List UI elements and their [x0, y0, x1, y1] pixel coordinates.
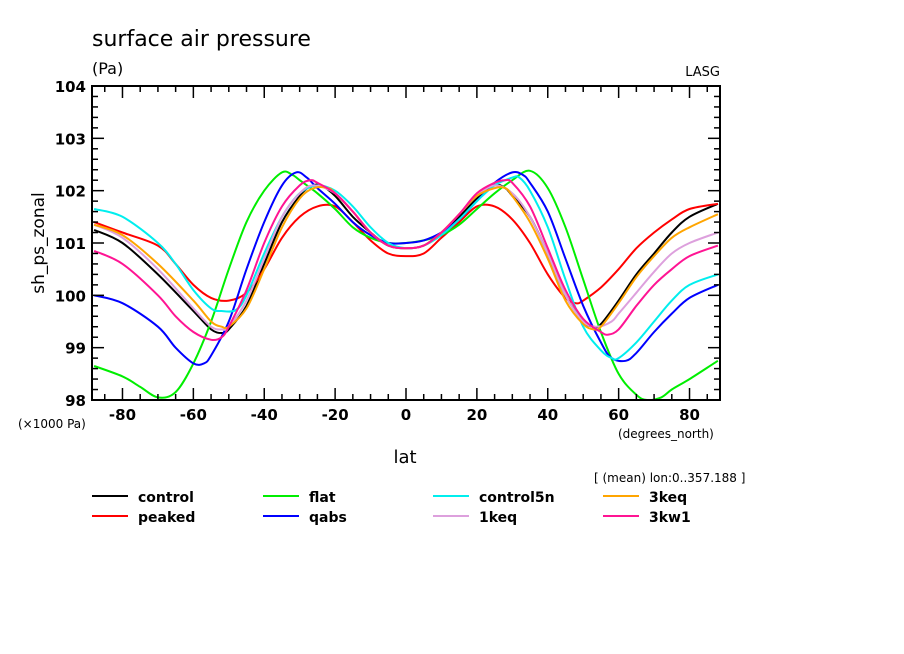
- chart-title: surface air pressure: [92, 27, 311, 52]
- legend-label-3keq: 3keq: [649, 490, 687, 506]
- x-tick-label: -80: [109, 406, 136, 424]
- series-line-3kw1: [93, 178, 719, 342]
- x-tick-label: -20: [322, 406, 349, 424]
- y-tick-label: 104: [55, 78, 86, 96]
- series-group: [93, 169, 719, 400]
- subset-note: [ (mean) lon:0..357.188 ]: [594, 471, 745, 485]
- x-tick-label: 60: [608, 406, 629, 424]
- legend-label-control: control: [138, 490, 194, 506]
- source-label: LASG: [685, 65, 720, 80]
- y-scale-note: (×1000 Pa): [18, 417, 86, 431]
- y-tick-label: 103: [55, 130, 86, 148]
- legend-label-flat: flat: [309, 490, 336, 506]
- x-tick-label: -40: [251, 406, 278, 424]
- legend-label-1keq: 1keq: [479, 510, 517, 526]
- plot-area: 98 99 100 101 102 103 104 -80 -60 -40 -20 0 20 40 60 80: [55, 78, 721, 424]
- y-tick-label: 102: [55, 183, 86, 201]
- legend-label-qabs: qabs: [309, 510, 347, 526]
- series-line-control5n: [93, 175, 719, 361]
- x-units-label: (degrees_north): [618, 427, 714, 441]
- x-tick-label: 80: [679, 406, 700, 424]
- y-axis-label: sh_ps_zonal: [29, 192, 49, 294]
- y-tick-label: 100: [55, 287, 86, 305]
- y-tick-label: 98: [65, 392, 86, 410]
- y-tick-label: 101: [55, 235, 86, 253]
- legend-label-3kw1: 3kw1: [649, 510, 691, 526]
- x-tick-label: 40: [537, 406, 558, 424]
- legend: control flat control5n 3keq peaked qabs 1keq 3k…: [92, 490, 691, 526]
- x-axis-label: lat: [393, 447, 416, 468]
- series-line-qabs: [93, 170, 719, 366]
- y-tick-label: 99: [65, 340, 86, 358]
- x-tick-label: -60: [180, 406, 207, 424]
- units-label: (Pa): [92, 59, 123, 78]
- legend-label-peaked: peaked: [138, 510, 195, 526]
- series-line-peaked: [93, 202, 719, 305]
- series-line-1keq: [93, 184, 719, 331]
- x-tick-label: 0: [401, 406, 411, 424]
- x-tick-label: 20: [466, 406, 487, 424]
- series-line-flat: [93, 169, 719, 400]
- series-line-control: [93, 183, 719, 335]
- legend-label-control5n: control5n: [479, 490, 555, 506]
